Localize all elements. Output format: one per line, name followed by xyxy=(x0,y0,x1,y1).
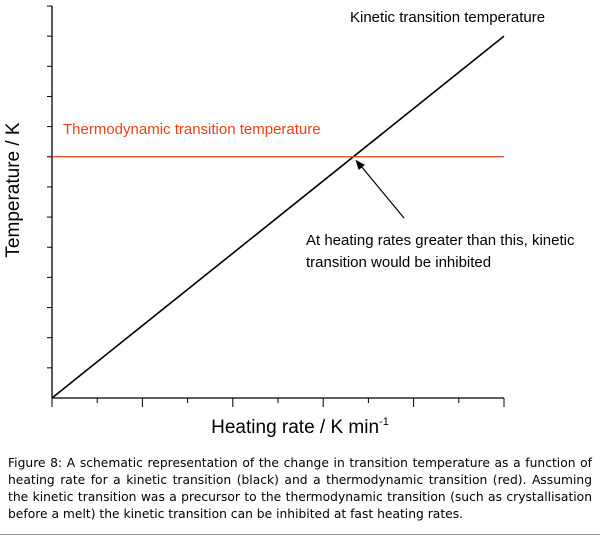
y-axis-title: Temperature / K xyxy=(3,122,24,257)
axes xyxy=(47,5,505,407)
annotation-arrow-shaft xyxy=(357,161,405,219)
x-axis-title: Heating rate / K min-1 xyxy=(211,416,389,438)
x-axis-title-superscript: -1 xyxy=(379,416,389,428)
x-axis-title-text: Heating rate / K min xyxy=(211,417,379,438)
chart: Kinetic transition temperature Thermodyn… xyxy=(3,5,575,438)
annotation-arrowhead xyxy=(355,159,365,171)
kinetic-series-label: Kinetic transition temperature xyxy=(350,9,545,26)
figure-caption: Figure 8: A schematic representation of … xyxy=(8,456,592,521)
annotation-line-2: transition would be inhibited xyxy=(306,254,491,271)
thermodynamic-series-label: Thermodynamic transition temperature xyxy=(63,121,321,138)
series-lines xyxy=(51,35,505,399)
kinetic-line xyxy=(51,35,505,399)
caption-divider xyxy=(0,534,600,535)
annotation-line-1: At heating rates greater than this, kine… xyxy=(306,232,575,249)
